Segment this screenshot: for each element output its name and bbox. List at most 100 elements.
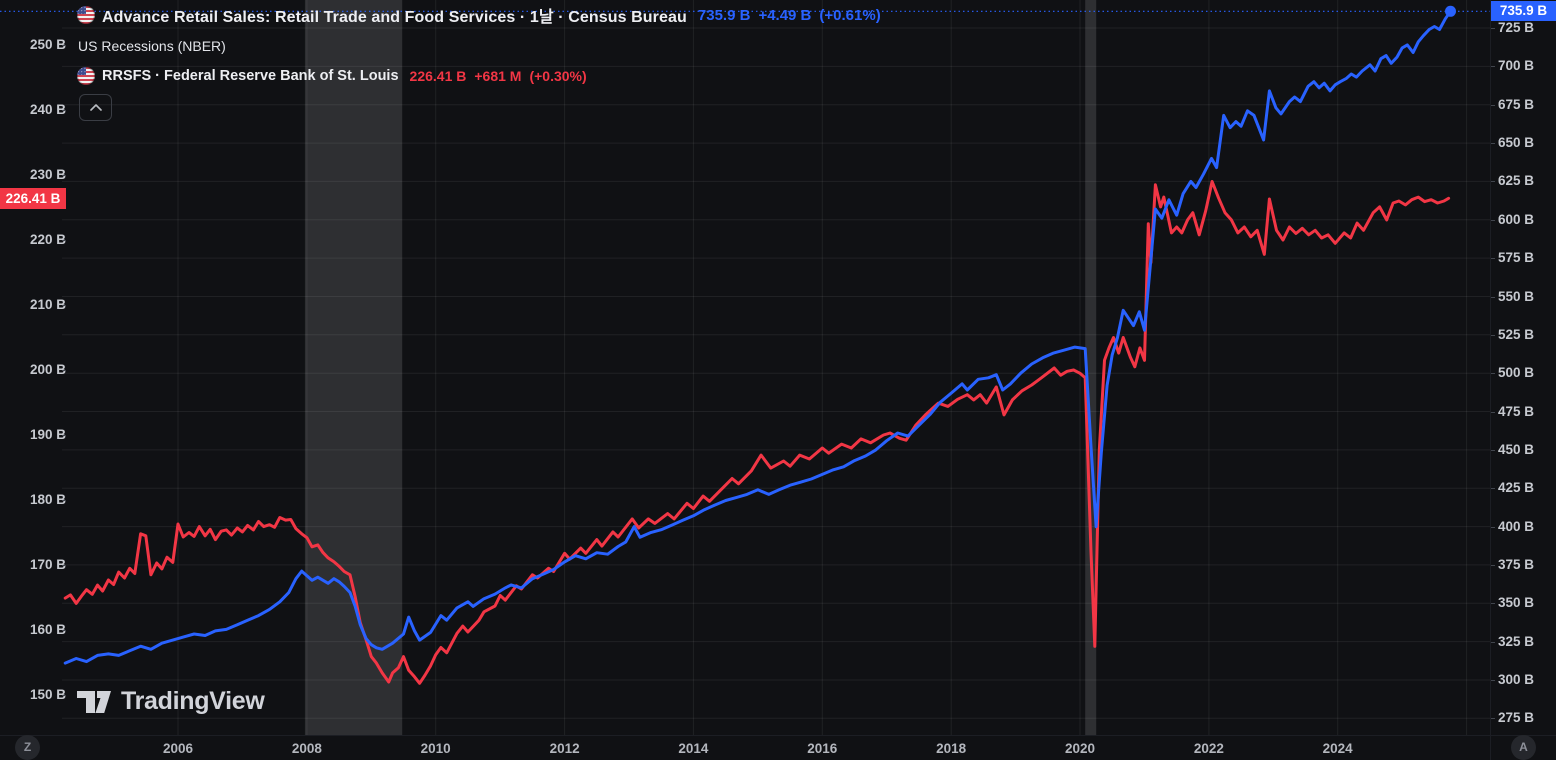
price-chart-canvas[interactable]: [0, 0, 1490, 735]
left-axis-tick-label: 230 B: [29, 167, 66, 182]
year-label: 2020: [1064, 741, 1096, 756]
right-axis-tick-label: 700 B: [1498, 58, 1535, 74]
right-axis-tick-label: 500 B: [1498, 365, 1535, 381]
series-change: +4.49 B: [758, 6, 812, 24]
year-label: 2014: [678, 741, 709, 756]
legend-collapse-button[interactable]: [79, 94, 112, 121]
right-price-badge: 735.9 B: [1491, 1, 1556, 21]
series-change: +681 M: [474, 68, 522, 84]
right-axis-tick-label: 475 B: [1498, 403, 1535, 419]
left-axis-tick-label: 240 B: [29, 102, 66, 117]
left-axis-tick-label: 190 B: [29, 427, 66, 442]
left-axis-tick: [62, 695, 66, 696]
recession-band: [1085, 0, 1097, 735]
right-axis-tick-label: 575 B: [1498, 250, 1535, 266]
right-axis-tick: [1491, 296, 1495, 298]
left-axis-tick-label: 180 B: [29, 492, 66, 507]
right-axis-tick-label: 425 B: [1498, 480, 1535, 496]
right-axis-tick: [1491, 28, 1495, 29]
us-flag-icon: [77, 67, 95, 85]
right-axis-tick: [1491, 258, 1495, 260]
right-axis-tick-label: 275 B: [1498, 710, 1535, 726]
left-axis-tick: [62, 435, 66, 436]
right-axis-tick: [1491, 104, 1495, 106]
right-axis-tick-label: 450 B: [1498, 441, 1535, 457]
right-axis-tick: [1491, 219, 1495, 221]
right-axis-tick-label: 300 B: [1498, 672, 1535, 687]
right-axis-tick-label: 725 B: [1498, 20, 1535, 35]
left-axis-tick: [62, 240, 66, 241]
legend-us-recessions[interactable]: US Recessions (NBER): [78, 35, 226, 57]
year-label: 2024: [1322, 741, 1353, 756]
year-label: 2018: [936, 741, 967, 756]
right-axis-tick: [1491, 66, 1495, 68]
right-axis-tick-label: 325 B: [1498, 633, 1535, 649]
series-change-pct: (+0.61%): [819, 6, 881, 24]
left-axis-tick-label: 170 B: [29, 557, 66, 572]
year-label: 2022: [1193, 741, 1224, 756]
right-price-axis[interactable]: 725 B 700 B 675 B 650 B 625 B 600 B 575 B 550 B…: [1490, 0, 1556, 735]
right-axis-tick-label: 400 B: [1498, 518, 1535, 534]
left-axis-tick-label: 200 B: [29, 362, 66, 377]
left-axis-tick: [62, 45, 66, 46]
left-axis-tick-label: 160 B: [29, 622, 66, 637]
left-axis-tick-label: 220 B: [29, 232, 66, 247]
right-axis-tick: [1491, 564, 1495, 566]
year-label: 2012: [549, 741, 580, 756]
series-values: 735.9 B +4.49 B (+0.61%): [698, 7, 889, 24]
left-axis-tick-label: 250 B: [29, 37, 66, 52]
right-axis-tick: [1491, 603, 1495, 605]
right-axis-tick: [1491, 143, 1495, 145]
series-line-retail-sales[interactable]: [63, 9, 1452, 665]
timezone-button[interactable]: Z: [15, 735, 40, 760]
left-axis-tick: [62, 565, 66, 566]
right-axis-tick: [1491, 181, 1495, 183]
legend-series-retail-sales[interactable]: Advance Retail Sales: Retail Trade and F…: [77, 4, 889, 26]
left-axis-tick: [62, 500, 66, 501]
series-last-value: 226.41 B: [409, 68, 467, 84]
left-axis-tick: [62, 630, 66, 631]
right-axis-tick: [1491, 449, 1495, 451]
series-title: Advance Retail Sales: Retail Trade and F…: [102, 9, 687, 26]
series-line-rrsfs[interactable]: [63, 180, 1451, 685]
year-label: 2016: [807, 741, 838, 756]
tradingview-logo-text: TradingView: [121, 687, 265, 715]
year-label: 2008: [291, 741, 322, 756]
recession-band: [304, 0, 403, 735]
right-axis-tick: [1491, 373, 1495, 375]
right-axis-tick-label: 600 B: [1498, 211, 1535, 227]
left-axis-tick: [62, 370, 66, 371]
right-axis-tick: [1491, 488, 1495, 490]
right-axis-tick: [1491, 526, 1495, 528]
right-axis-tick: [1491, 718, 1495, 720]
left-price-axis[interactable]: 250 B 240 B 230 B 220 B 210 B 200 B 190 B 180 B…: [0, 0, 66, 735]
right-axis-tick: [1491, 334, 1495, 336]
series-change-pct: (+0.30%): [529, 68, 587, 84]
recessions-label: US Recessions (NBER): [78, 38, 226, 54]
auto-scale-button[interactable]: A: [1511, 735, 1536, 760]
left-axis-tick-label: 210 B: [29, 297, 66, 312]
series-title: RRSFS · Federal Reserve Bank of St. Loui…: [102, 68, 399, 84]
left-axis-tick: [62, 305, 66, 306]
us-flag-icon: [77, 6, 95, 24]
right-axis-tick-label: 350 B: [1498, 595, 1535, 611]
right-axis-tick-label: 375 B: [1498, 556, 1535, 572]
right-axis-tick: [1491, 641, 1495, 643]
time-axis[interactable]: 2006 2008 2010 2012 2014 2016 2018 2020 2022 2024: [0, 735, 1490, 760]
left-price-badge: 226.41 B: [0, 188, 66, 209]
right-axis-tick: [1491, 680, 1495, 681]
legend-series-rrsfs[interactable]: RRSFS · Federal Reserve Bank of St. Loui…: [77, 65, 595, 87]
year-label: 2006: [162, 741, 194, 756]
tradingview-logo[interactable]: TradingView: [76, 687, 265, 716]
tradingview-mark-icon: [77, 690, 111, 713]
left-axis-tick: [62, 175, 66, 176]
year-label: 2010: [420, 741, 451, 756]
last-value-marker: [1445, 5, 1456, 17]
right-axis-tick-label: 625 B: [1498, 173, 1535, 189]
series-values: 226.41 B +681 M (+0.30%): [410, 68, 595, 84]
right-axis-tick: [1491, 411, 1495, 413]
left-axis-tick: [62, 110, 66, 111]
right-axis-tick-label: 525 B: [1498, 326, 1535, 342]
series-last-value: 735.9 B: [697, 6, 751, 24]
